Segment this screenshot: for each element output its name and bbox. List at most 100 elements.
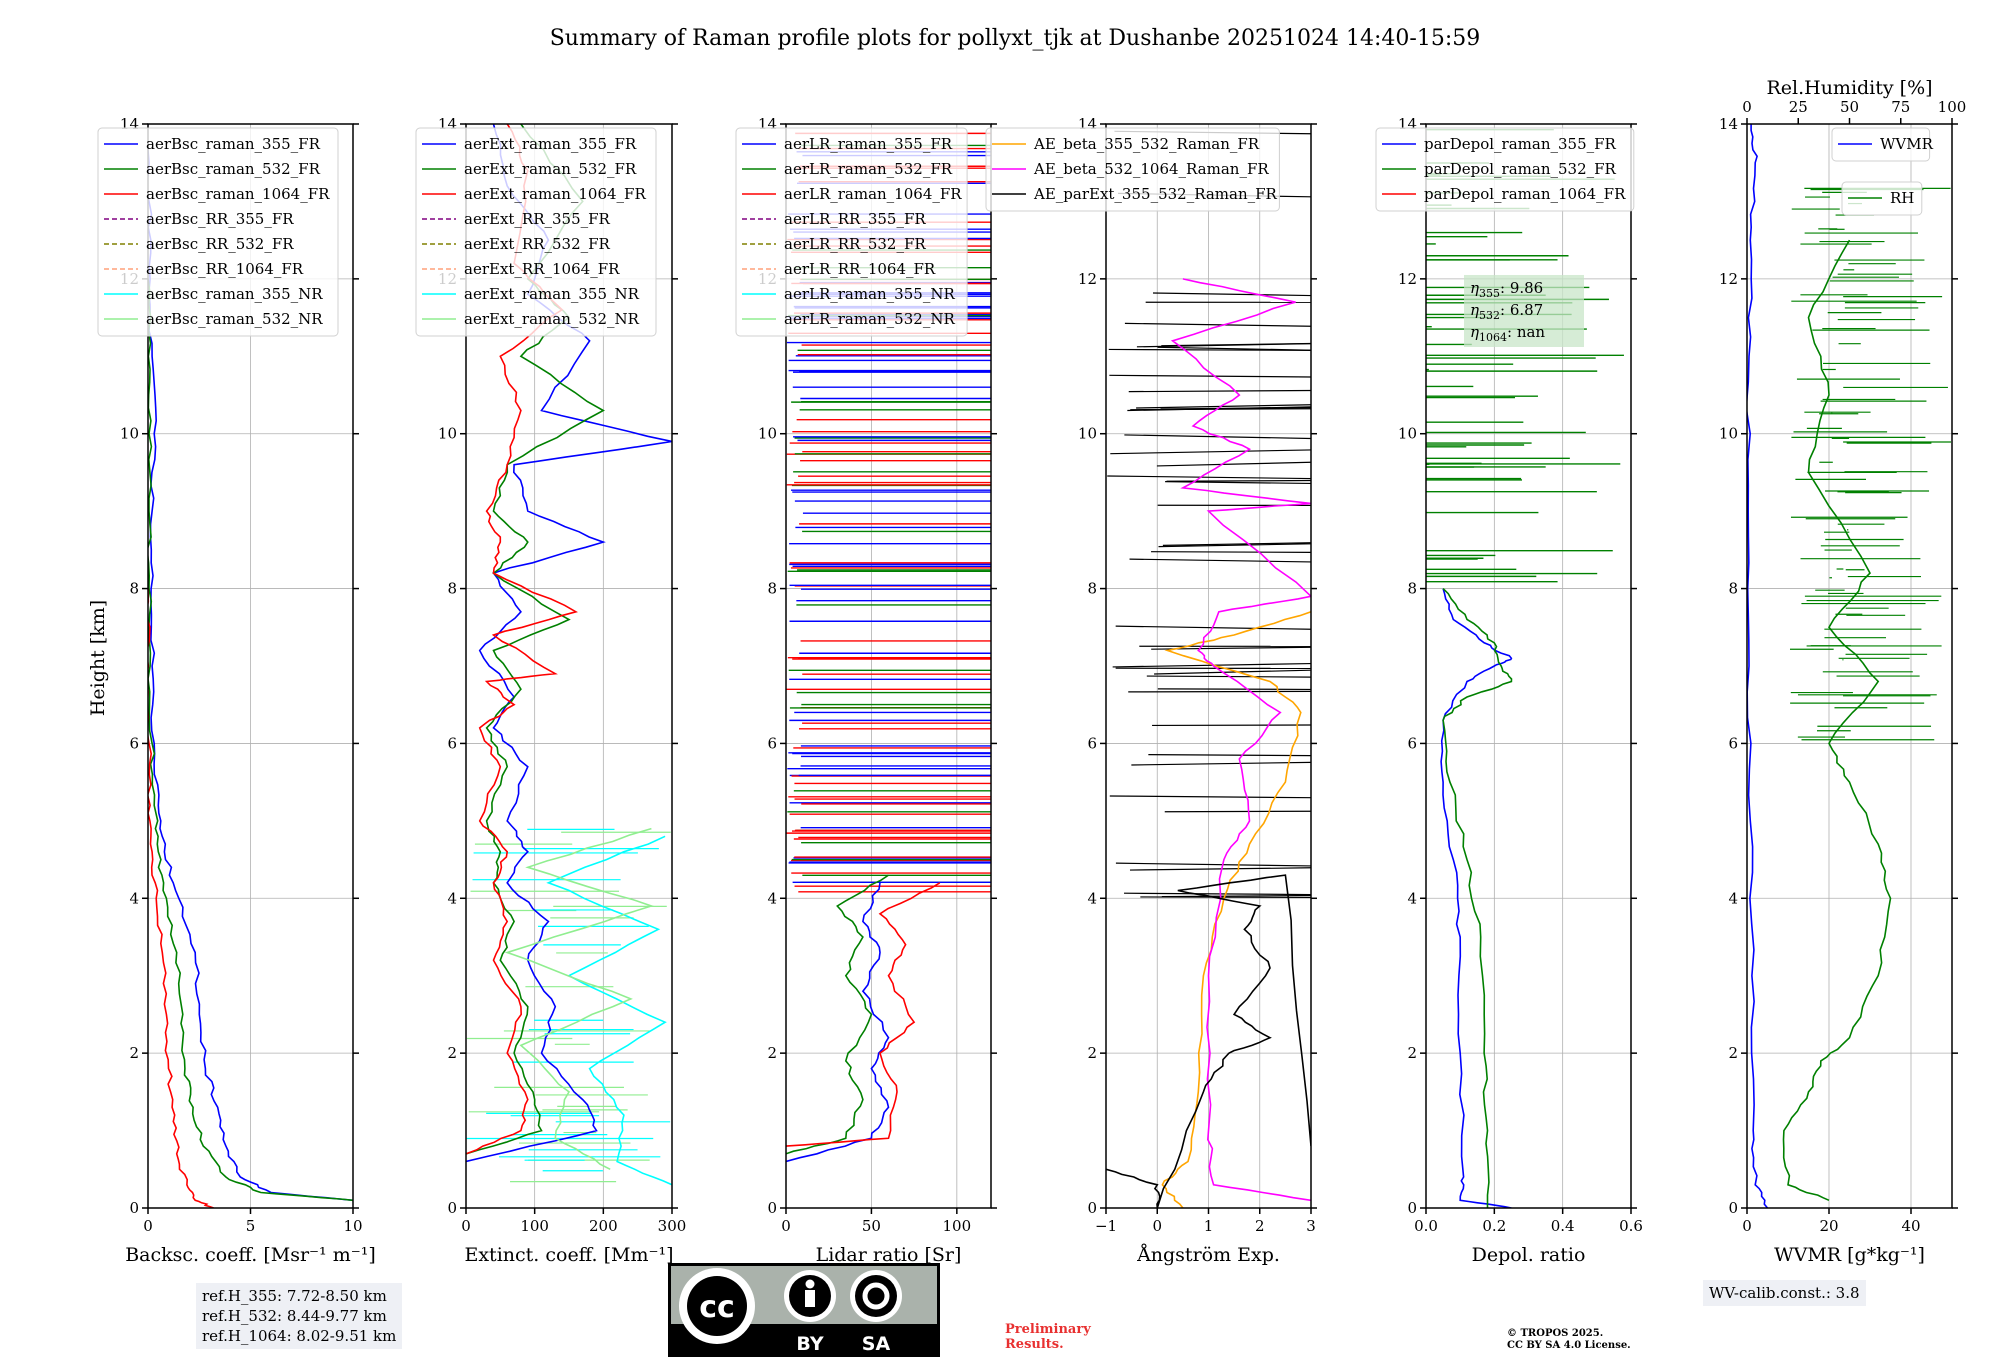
ytick-label: 8	[1728, 580, 1738, 598]
ytick-label: 2	[1728, 1044, 1738, 1062]
xtick-label: 3	[1306, 1217, 1316, 1235]
plot-area	[466, 124, 672, 1186]
legend-label: aerLR_RR_355_FR	[784, 210, 926, 228]
legend: aerExt_raman_355_FR aerExt_raman_532_FRae…	[415, 127, 657, 337]
eta-box	[1464, 274, 1584, 347]
angstrom-segment	[1157, 688, 1311, 691]
eta-2: η1064: nan	[1470, 323, 1545, 344]
panels: 024681012140510Backsc. coeff. [Msr⁻¹ m⁻¹…	[97, 77, 1966, 1266]
series-aerExt_raman_532_FR	[466, 124, 605, 1155]
preliminary-note: Preliminary Results.	[1005, 1322, 1091, 1352]
ytick-label: 10	[1719, 425, 1738, 443]
angstrom-segment	[1161, 342, 1311, 347]
angstrom-segment	[1136, 404, 1311, 409]
angstrom-segment	[1109, 374, 1311, 378]
copyright-line-1: © TROPOS 2025.	[1507, 1328, 1604, 1339]
legend-label: parDepol_raman_532_FR	[1424, 160, 1617, 178]
ytick-label: 2	[447, 1044, 457, 1062]
angstrom-segment	[1124, 322, 1311, 327]
ytick-label: 6	[1087, 734, 1097, 752]
angstrom-segment	[1156, 461, 1311, 467]
top-xtick-label: 0	[1742, 98, 1752, 116]
xtick-label: 0.4	[1551, 1217, 1575, 1235]
reference-height-box: ref.H_355: 7.72-8.50 km ref.H_532: 8.44-…	[196, 1283, 403, 1349]
angstrom-segment	[1151, 551, 1311, 553]
xtick-label: −1	[1095, 1217, 1117, 1235]
ytick-label: 6	[1728, 734, 1738, 752]
legend-label: aerExt_RR_532_FR	[464, 235, 611, 253]
angstrom-segment	[1148, 754, 1311, 757]
copyright-note: © TROPOS 2025. CC BY SA 4.0 License.	[1507, 1328, 1631, 1352]
legend-box	[1831, 127, 1931, 162]
xtick-label: 0	[1152, 1217, 1162, 1235]
ytick-label: 0	[767, 1199, 777, 1217]
cc-inner-circle	[687, 1276, 747, 1336]
x-axis-label: Extinct. coeff. [Mm⁻¹]	[464, 1244, 673, 1266]
ytick-label: 0	[447, 1199, 457, 1217]
xtick-label: 2	[1255, 1217, 1265, 1235]
ytick-label: 0	[129, 1199, 139, 1217]
ytick-label: 8	[1087, 580, 1097, 598]
legend-box	[985, 127, 1280, 212]
legend-label: aerBsc_raman_355_NR	[146, 285, 323, 303]
series-aerBsc_raman_532_FR	[148, 278, 353, 1202]
legend-label: WVMR	[1880, 135, 1934, 153]
legend-label: aerBsc_RR_1064_FR	[146, 260, 304, 278]
plot-area	[1747, 124, 1951, 1208]
ytick-label: 0	[1728, 1199, 1738, 1217]
legend-label: aerLR_raman_532_FR	[784, 160, 953, 178]
angstrom-segment	[1129, 558, 1311, 563]
plot-area	[148, 124, 353, 1208]
series-aerBsc_raman_1064_FR	[148, 588, 214, 1208]
xtick-label: 10	[343, 1217, 362, 1235]
legend-label: aerBsc_raman_1064_FR	[146, 185, 330, 203]
ytick-label: 12	[1719, 270, 1738, 288]
ytick-label: 10	[1398, 425, 1417, 443]
ref-h-1064: ref.H_1064: 8.02-9.51 km	[202, 1327, 397, 1345]
ref-h-355: ref.H_355: 7.72-8.50 km	[202, 1287, 387, 1305]
x-axis-label: Lidar ratio [Sr]	[816, 1244, 962, 1266]
y-axis-label: Height [km]	[87, 600, 109, 716]
legend-box	[415, 127, 657, 337]
xtick-label: 100	[943, 1217, 972, 1235]
angstrom-segment	[1160, 407, 1311, 410]
cc-by-sa-badge[interactable]: cc BY SA	[668, 1263, 940, 1357]
ytick-label: 0	[1087, 1199, 1097, 1217]
wv-calib-const: WV-calib.const.: 3.8	[1709, 1284, 1860, 1302]
panel-frame	[1746, 123, 1953, 1209]
ytick-label: 2	[767, 1044, 777, 1062]
ytick-label: 8	[447, 580, 457, 598]
series-WVMR	[1747, 124, 1769, 1208]
cc-text: cc	[699, 1290, 735, 1325]
series-aerExt_raman_532_NR	[504, 827, 654, 1171]
series-parDepol_raman_532_FR	[1442, 588, 1513, 1208]
legend-label: aerLR_RR_1064_FR	[784, 260, 936, 278]
top-axis-label: Rel.Humidity [%]	[1766, 77, 1932, 99]
legend: AE_beta_355_532_Raman_FR AE_beta_532_1064…	[985, 127, 1280, 212]
xtick-label: 40	[1901, 1217, 1920, 1235]
xtick-label: 50	[862, 1217, 881, 1235]
angstrom-segment	[1115, 862, 1311, 867]
series-AE_beta_532_1064_Raman_FR	[1170, 278, 1311, 1202]
legend-label: aerBsc_raman_532_NR	[146, 310, 323, 328]
top-xtick-label: 50	[1840, 98, 1859, 116]
series-aerLR_raman_355_FR	[786, 882, 890, 1163]
legend: aerBsc_raman_355_FR aerBsc_raman_532_FRae…	[97, 127, 339, 337]
legend-label: aerExt_RR_1064_FR	[464, 260, 620, 278]
angstrom-segment	[1152, 292, 1311, 297]
xtick-label: 0	[1742, 1217, 1752, 1235]
ytick-label: 6	[129, 734, 139, 752]
xtick-label: 1	[1204, 1217, 1214, 1235]
ytick-label: 4	[1728, 889, 1738, 907]
x-axis-label: Backsc. coeff. [Msr⁻¹ m⁻¹]	[125, 1244, 376, 1266]
legend-label: aerExt_raman_532_FR	[464, 160, 637, 178]
legend-box	[1375, 127, 1635, 212]
legend: aerLR_raman_355_FR aerLR_raman_532_FR aerL…	[735, 127, 968, 337]
legend-label: aerLR_raman_355_NR	[784, 285, 955, 303]
legend-label: AE_beta_355_532_Raman_FR	[1033, 135, 1260, 153]
ytick-label: 10	[120, 425, 139, 443]
xtick-label: 0.6	[1619, 1217, 1643, 1235]
